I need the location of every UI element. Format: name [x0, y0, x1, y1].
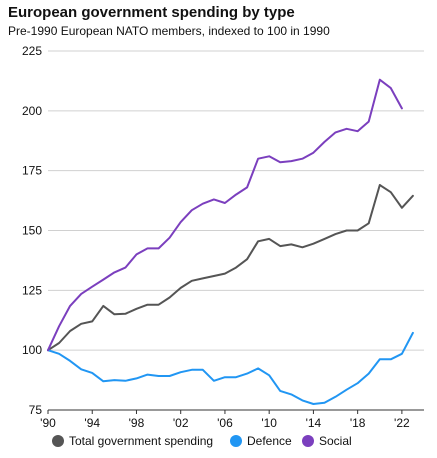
series-line-2 — [47, 331, 414, 405]
grid-lines — [48, 50, 424, 411]
x-tick-label: '94 — [84, 416, 100, 430]
x-tick-label: '06 — [217, 416, 233, 430]
legend-marker-1 — [52, 435, 64, 447]
chart-subtitle: Pre-1990 European NATO members, indexed … — [8, 24, 330, 38]
legend-label-2: Defence — [247, 434, 292, 448]
x-tick-label: '18 — [350, 416, 366, 430]
y-tick-label: 150 — [22, 224, 42, 238]
x-tick-label: '22 — [394, 416, 410, 430]
series-line-1 — [47, 184, 414, 352]
legend-label-1: Total government spending — [69, 434, 213, 448]
y-tick-label: 200 — [22, 104, 42, 118]
legend-label-3: Social — [319, 434, 352, 448]
x-tick-label: '90 — [40, 416, 56, 430]
chart-title: European government spending by type — [8, 4, 295, 21]
legend-marker-3 — [302, 435, 314, 447]
y-axis-ticks: 75 100 125 150 175 200 225 — [22, 44, 42, 417]
x-axis-ticks: '90 '94 '98 '02 '06 '10 '14 '18 '22 — [40, 410, 410, 430]
y-tick-label: 225 — [22, 44, 42, 58]
x-tick-label: '10 — [261, 416, 277, 430]
y-tick-label: 75 — [29, 403, 43, 417]
legend-marker-2 — [230, 435, 242, 447]
x-tick-label: '98 — [129, 416, 145, 430]
y-tick-label: 100 — [22, 343, 42, 357]
x-tick-label: '14 — [306, 416, 322, 430]
y-tick-label: 125 — [22, 283, 42, 297]
y-tick-label: 175 — [22, 164, 42, 178]
series-line-3 — [47, 78, 403, 352]
x-tick-label: '02 — [173, 416, 189, 430]
legend: Total government spending Defence Social — [52, 434, 352, 448]
series-lines — [47, 78, 414, 405]
